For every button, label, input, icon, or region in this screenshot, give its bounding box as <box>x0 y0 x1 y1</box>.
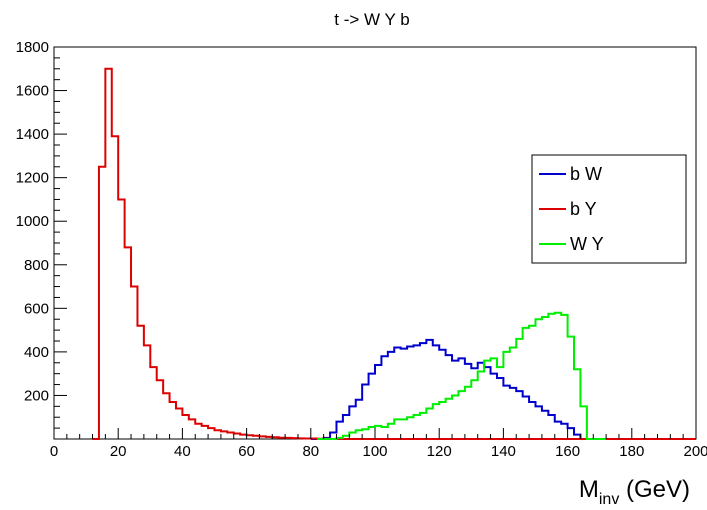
x-axis-label: Minv (GeV) <box>579 476 690 508</box>
axes <box>53 46 697 440</box>
y-tick-label: 1000 <box>16 213 49 230</box>
series-group <box>92 67 696 440</box>
x-axis-label-main: M <box>579 476 599 503</box>
x-tick-label: 140 <box>491 443 516 460</box>
series-line-3 <box>317 311 607 440</box>
legend-label-1: b W <box>570 164 602 184</box>
x-tick-label: 200 <box>683 443 707 460</box>
x-axis-label-unit: (GeV) <box>619 476 690 503</box>
x-axis-label-sub: inv <box>599 491 619 508</box>
legend: b W b Y W Y <box>531 154 687 264</box>
x-tick-label: 100 <box>362 443 387 460</box>
y-tick-label: 1200 <box>16 170 49 187</box>
series-line-1 <box>310 338 594 440</box>
y-tick-label: 1600 <box>16 83 49 100</box>
y-tick-label: 400 <box>24 344 49 361</box>
tick-labels: 0 20 40 60 80 100 120 140 160 180 200 200 400 600 800 1… <box>16 39 707 460</box>
x-tick-label: 80 <box>302 443 319 460</box>
x-tick-label: 20 <box>110 443 127 460</box>
x-tick-label: 60 <box>238 443 255 460</box>
y-tick-label: 800 <box>24 257 49 274</box>
y-tick-label: 1800 <box>16 39 49 56</box>
x-tick-label: 180 <box>619 443 644 460</box>
x-tick-label: 40 <box>174 443 191 460</box>
y-tick-label: 200 <box>24 387 49 404</box>
y-tick-label: 1400 <box>16 126 49 143</box>
chart-title: t -> W Y b <box>334 10 409 29</box>
legend-label-2: b Y <box>570 199 597 219</box>
y-tick-label: 600 <box>24 300 49 317</box>
series-line-2 <box>92 67 696 440</box>
x-tick-label: 0 <box>50 443 58 460</box>
x-tick-label: 160 <box>555 443 580 460</box>
x-tick-label: 120 <box>427 443 452 460</box>
legend-label-3: W Y <box>570 234 604 254</box>
